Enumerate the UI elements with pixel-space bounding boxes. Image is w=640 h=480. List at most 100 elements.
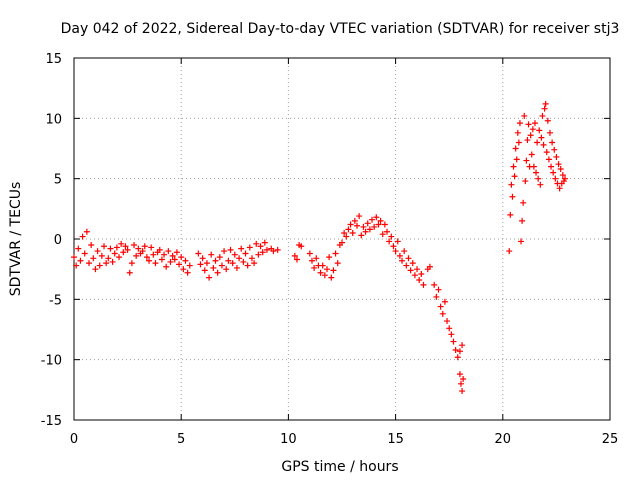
data-point <box>141 243 148 250</box>
data-point <box>460 375 467 382</box>
data-point <box>139 248 146 255</box>
data-point <box>105 255 112 262</box>
data-point <box>94 248 101 255</box>
data-point <box>546 129 553 136</box>
data-point <box>238 245 245 252</box>
data-point <box>542 100 549 107</box>
data-point <box>71 254 77 261</box>
data-point <box>545 156 552 163</box>
data-point <box>347 221 354 228</box>
data-point <box>229 260 236 267</box>
data-point <box>343 233 350 240</box>
data-point <box>328 274 335 281</box>
data-point <box>437 303 444 310</box>
data-point <box>511 173 518 180</box>
data-point <box>165 248 172 255</box>
data-point <box>444 318 451 325</box>
data-point <box>409 260 416 267</box>
data-point <box>416 277 423 284</box>
data-point <box>251 260 258 267</box>
data-point <box>448 331 455 338</box>
data-point <box>351 217 358 224</box>
data-point <box>124 246 131 253</box>
y-tick-label: -15 <box>41 414 62 429</box>
data-point <box>212 257 219 264</box>
data-point <box>79 233 86 240</box>
y-tick-label: 0 <box>54 233 62 248</box>
data-point <box>439 310 446 317</box>
data-point <box>176 261 183 268</box>
data-point <box>317 269 324 276</box>
data-point <box>216 254 223 261</box>
data-point <box>559 172 566 179</box>
data-point <box>441 298 448 305</box>
data-point <box>86 260 93 267</box>
data-point <box>553 153 560 160</box>
data-point <box>339 239 345 246</box>
data-point <box>111 250 118 257</box>
grid-lines <box>74 58 610 420</box>
data-point <box>536 127 543 134</box>
data-point <box>330 267 337 274</box>
chart-title: Day 042 of 2022, Sidereal Day-to-day VTE… <box>61 21 620 37</box>
data-point <box>199 255 206 262</box>
data-point <box>452 347 459 354</box>
data-point <box>319 262 326 269</box>
data-point <box>227 246 234 253</box>
data-point <box>356 213 363 220</box>
x-tick-label: 25 <box>602 432 619 447</box>
data-point <box>96 262 103 269</box>
data-point <box>92 266 99 273</box>
data-point <box>454 354 461 361</box>
data-point <box>524 137 531 144</box>
data-point <box>392 248 399 255</box>
data-point <box>81 250 88 257</box>
data-point <box>231 251 238 258</box>
data-point <box>403 262 410 269</box>
data-point <box>555 161 562 168</box>
data-point <box>519 217 526 224</box>
y-tick-label: 10 <box>45 112 62 127</box>
data-point <box>358 232 365 239</box>
data-point <box>386 238 393 245</box>
data-point <box>369 216 376 223</box>
data-point <box>236 255 243 262</box>
data-point <box>557 166 564 173</box>
data-point <box>522 178 529 185</box>
data-point <box>384 228 391 235</box>
data-point <box>88 242 95 249</box>
data-point <box>263 246 270 253</box>
x-tick-label: 15 <box>387 432 404 447</box>
data-point <box>371 223 378 230</box>
data-point <box>420 281 427 288</box>
data-point <box>158 256 165 263</box>
data-point <box>394 238 401 245</box>
data-point <box>431 281 438 288</box>
data-point <box>407 267 414 274</box>
data-point <box>156 246 163 253</box>
data-point <box>73 262 80 269</box>
data-point <box>146 257 153 264</box>
data-point <box>456 371 463 378</box>
data-point <box>255 251 262 258</box>
data-point <box>411 272 418 279</box>
data-point <box>101 243 108 250</box>
data-point <box>323 266 330 273</box>
data-point <box>548 163 555 170</box>
data-point <box>514 129 521 136</box>
data-point <box>169 252 176 259</box>
data-point <box>459 342 466 349</box>
data-point <box>203 260 210 267</box>
data-point <box>373 214 380 221</box>
data-point <box>537 181 544 188</box>
data-point <box>401 248 408 255</box>
data-point <box>171 256 178 263</box>
data-point <box>182 257 189 264</box>
data-point <box>152 260 159 267</box>
data-point <box>298 243 305 250</box>
data-point <box>126 269 133 276</box>
data-point <box>530 163 537 170</box>
data-point <box>122 243 129 250</box>
data-point <box>197 261 204 268</box>
